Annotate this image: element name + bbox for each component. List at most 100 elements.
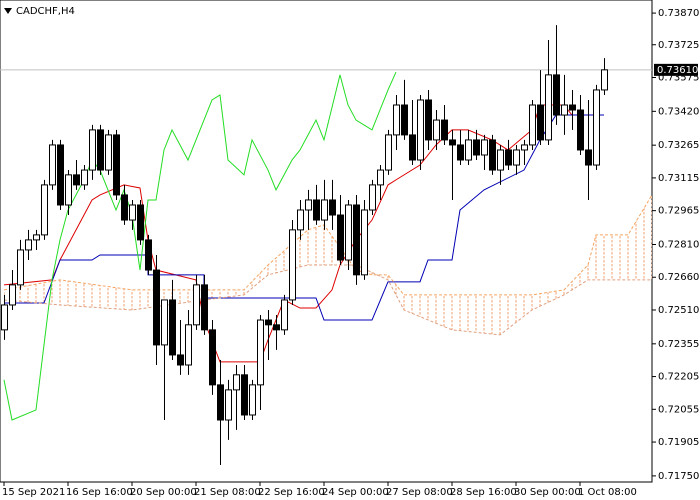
x-tick-label: 27 Sep 08:00 bbox=[386, 487, 453, 498]
x-tick-label: 16 Sep 16:00 bbox=[66, 487, 133, 498]
candle-body bbox=[465, 139, 472, 161]
y-tick-label: 0.73725 bbox=[658, 40, 699, 51]
candle-body bbox=[569, 104, 576, 111]
candle-body bbox=[65, 174, 72, 206]
menu-triangle bbox=[4, 8, 12, 14]
y-tick-label: 0.71750 bbox=[658, 471, 699, 482]
current-price-label: 0.73610 bbox=[657, 65, 698, 76]
y-tick-label: 0.72810 bbox=[658, 239, 699, 250]
x-tick-label: 20 Sep 00:00 bbox=[130, 487, 197, 498]
x-tick-label: 1 Oct 08:00 bbox=[578, 487, 637, 498]
candle-body bbox=[361, 209, 368, 276]
x-tick-label: 28 Sep 16:00 bbox=[450, 487, 517, 498]
candle-body bbox=[1, 304, 8, 331]
candle-body bbox=[545, 74, 552, 141]
candle-body bbox=[601, 69, 608, 91]
candle-body bbox=[505, 149, 512, 166]
candle-body bbox=[345, 204, 352, 261]
candle-body bbox=[529, 104, 536, 146]
y-tick-label: 0.73115 bbox=[658, 173, 699, 184]
indicator-line bbox=[4, 114, 604, 321]
candle-body bbox=[417, 99, 424, 161]
candle-body bbox=[129, 204, 136, 221]
candle-body bbox=[161, 299, 168, 346]
candle-body bbox=[513, 149, 520, 166]
candle-body bbox=[25, 239, 32, 251]
candle-body bbox=[313, 199, 320, 221]
current-price-box bbox=[654, 63, 698, 76]
candle-body bbox=[177, 354, 184, 366]
candle-body bbox=[337, 214, 344, 261]
candle-body bbox=[33, 234, 40, 241]
y-tick-label: 0.73870 bbox=[658, 8, 699, 19]
y-tick-label: 0.72510 bbox=[658, 305, 699, 316]
x-tick-label: 15 Sep 2021 bbox=[2, 487, 65, 498]
candle-body bbox=[57, 144, 64, 206]
candle-body bbox=[97, 129, 104, 171]
candle-body bbox=[449, 139, 456, 146]
candle-body bbox=[201, 284, 208, 331]
candle-body bbox=[577, 109, 584, 151]
y-tick-label: 0.72355 bbox=[658, 339, 699, 350]
candle-body bbox=[17, 249, 24, 286]
candle-body bbox=[233, 374, 240, 391]
y-tick-label: 0.73265 bbox=[658, 140, 699, 151]
candle-body bbox=[393, 104, 400, 136]
candle-body bbox=[409, 134, 416, 161]
candle-body bbox=[289, 229, 296, 301]
candle-body bbox=[273, 324, 280, 331]
candle-body bbox=[377, 169, 384, 186]
candle-body bbox=[209, 329, 216, 386]
candle-body bbox=[305, 199, 312, 211]
candle-body bbox=[113, 134, 120, 196]
candle-body bbox=[81, 169, 88, 186]
candle-body bbox=[41, 184, 48, 236]
candle-body bbox=[281, 299, 288, 331]
candle-body bbox=[585, 149, 592, 166]
y-tick-label: 0.73420 bbox=[658, 106, 699, 117]
y-tick-label: 0.72965 bbox=[658, 206, 699, 217]
candle-body bbox=[537, 104, 544, 141]
candle-body bbox=[145, 239, 152, 271]
candle-body bbox=[441, 119, 448, 141]
candle-body bbox=[385, 134, 392, 171]
candle-body bbox=[89, 129, 96, 171]
candle-body bbox=[425, 99, 432, 141]
candle-body bbox=[457, 144, 464, 161]
candle-body bbox=[369, 184, 376, 211]
candle-body bbox=[321, 199, 328, 221]
candle-body bbox=[137, 204, 144, 241]
candle-body bbox=[297, 209, 304, 231]
y-tick-label: 0.73575 bbox=[658, 72, 699, 83]
candle-body bbox=[185, 324, 192, 366]
candle-body bbox=[481, 139, 488, 156]
candle-body bbox=[257, 319, 264, 386]
y-tick-label: 0.72055 bbox=[658, 404, 699, 415]
candle-body bbox=[593, 89, 600, 166]
candle-body bbox=[217, 384, 224, 421]
y-tick-label: 0.72205 bbox=[658, 372, 699, 383]
x-tick-label: 24 Sep 00:00 bbox=[322, 487, 389, 498]
y-tick-label: 0.71905 bbox=[658, 437, 699, 448]
x-tick-label: 22 Sep 16:00 bbox=[258, 487, 325, 498]
candle-body bbox=[153, 269, 160, 346]
candle-body bbox=[105, 134, 112, 171]
candle-body bbox=[521, 144, 528, 151]
candle-body bbox=[73, 174, 80, 186]
candle-body bbox=[553, 74, 560, 116]
candle-body bbox=[193, 284, 200, 326]
candle-body bbox=[433, 119, 440, 141]
candle-body bbox=[49, 144, 56, 186]
candle-body bbox=[249, 384, 256, 416]
x-tick-label: 21 Sep 08:00 bbox=[194, 487, 261, 498]
candle-body bbox=[329, 199, 336, 216]
candle-body bbox=[561, 104, 568, 116]
candle-body bbox=[353, 204, 360, 276]
candle-body bbox=[401, 104, 408, 136]
x-tick-label: 30 Sep 00:00 bbox=[514, 487, 581, 498]
indicator-line bbox=[3, 194, 653, 296]
candle-body bbox=[225, 389, 232, 421]
candle-body bbox=[473, 139, 480, 156]
